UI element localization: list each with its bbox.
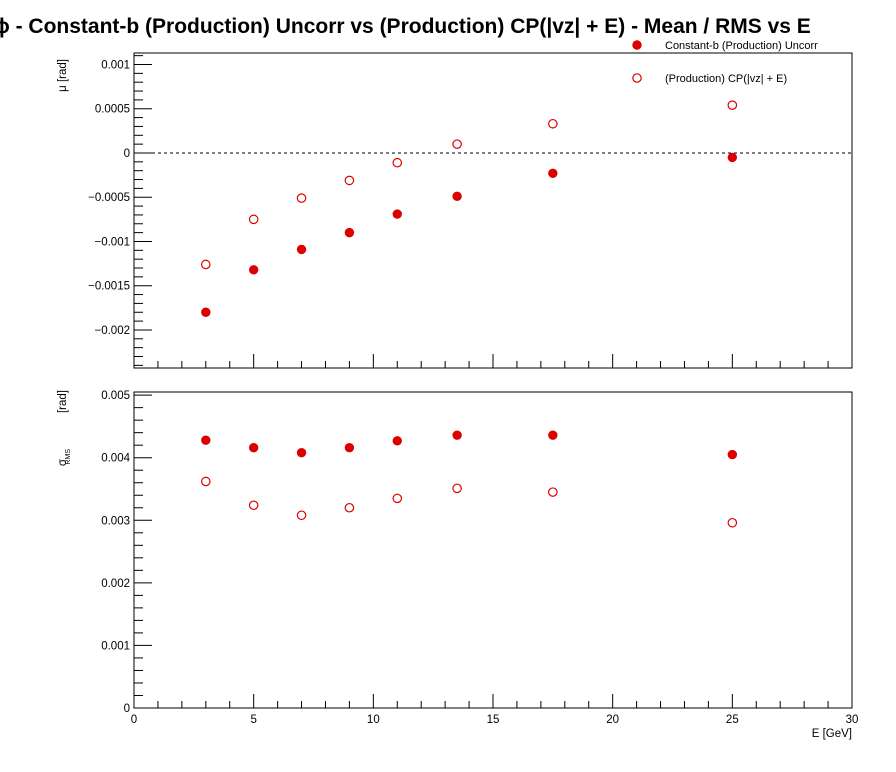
mean-point-cp [452,139,462,149]
mean-point-uncorr [548,168,558,179]
rms-y-axis-subscript: RMS [65,449,72,465]
legend-marker-uncorr [632,40,642,50]
mean-point-cp [296,193,307,203]
mean-y-axis-label: μ [rad] [57,59,69,92]
rms-point-uncorr [548,430,558,440]
mean-y-tick-label: 0.001 [101,60,130,72]
mean-point-uncorr [344,227,355,238]
rms-y-axis-label: [rad] [57,390,69,413]
mean-point-cp [727,100,738,111]
rms-point-uncorr [727,449,738,460]
rms-y-tick-label: 0.004 [101,453,130,465]
rms-point-uncorr [201,435,211,445]
mean-panel: 0.001 0.0005 0 −0.0005 −0.001 −0.0015 −0.002 μ … [57,52,853,369]
mean-point-cp [548,118,558,129]
mean-point-uncorr [248,265,259,275]
x-tick-label: 15 [487,714,500,726]
mean-y-tick-label: −0.001 [95,236,131,248]
legend-label: (Production) CP(|vz| + E) [665,73,787,85]
x-tick-label: 5 [250,714,256,726]
rms-y-axis-symbol: σ [57,459,69,466]
mean-y-tick-label: 0.0005 [95,104,130,116]
mean-y-tick-label: −0.0015 [88,281,130,293]
mean-point-cp [392,157,403,168]
mean-point-uncorr [452,191,462,202]
mean-point-uncorr [296,244,307,255]
rms-point-cp [727,517,738,528]
rms-point-uncorr [392,436,402,446]
rms-point-cp [248,500,259,511]
rms-y-tick-label: 0.002 [101,578,130,590]
chart-title: ϕ - Constant-b (Production) Uncorr vs (P… [0,15,811,38]
mean-point-uncorr [727,152,738,163]
mean-y-tick-label: −0.002 [95,325,131,337]
legend-marker-cp [632,73,642,83]
x-tick-label: 25 [726,714,739,726]
rms-point-cp [344,502,355,513]
mean-point-uncorr [201,307,211,317]
rms-point-uncorr [296,447,307,458]
rms-point-cp [296,510,307,521]
x-tick-label: 20 [606,714,619,726]
mean-point-cp [248,214,259,225]
x-axis-label: E [GeV] [812,728,852,740]
rms-point-cp [392,493,403,504]
rms-plot-frame [133,391,853,709]
legend-label: Constant-b (Production) Uncorr [665,40,818,52]
rms-point-cp [548,487,558,497]
rms-y-tick-label: 0.003 [101,515,130,527]
rms-point-cp [201,476,211,487]
mean-point-uncorr [392,209,402,219]
mean-y-tick-label: 0 [124,148,130,160]
rms-y-tick-label: 0.001 [101,640,130,652]
rms-point-uncorr [452,430,462,440]
rms-point-uncorr [344,442,355,453]
rms-panel: 0 0.001 0.002 0.003 0.004 0.005 0 5 10 15 20 25 30 E … [57,390,858,740]
x-tick-label: 0 [131,714,137,726]
mean-y-tick-label: −0.0005 [88,192,130,204]
mean-point-cp [201,259,211,270]
rms-point-cp [452,483,462,494]
x-tick-label: 10 [367,714,380,726]
mean-point-cp [344,175,355,186]
legend: Constant-b (Production) Uncorr (Productio… [632,40,818,85]
x-tick-label: 30 [846,714,859,726]
rms-point-uncorr [248,442,259,453]
rms-y-tick-label: 0.005 [101,390,130,402]
mean-plot-frame [133,52,853,369]
rms-y-tick-label: 0 [124,703,130,715]
